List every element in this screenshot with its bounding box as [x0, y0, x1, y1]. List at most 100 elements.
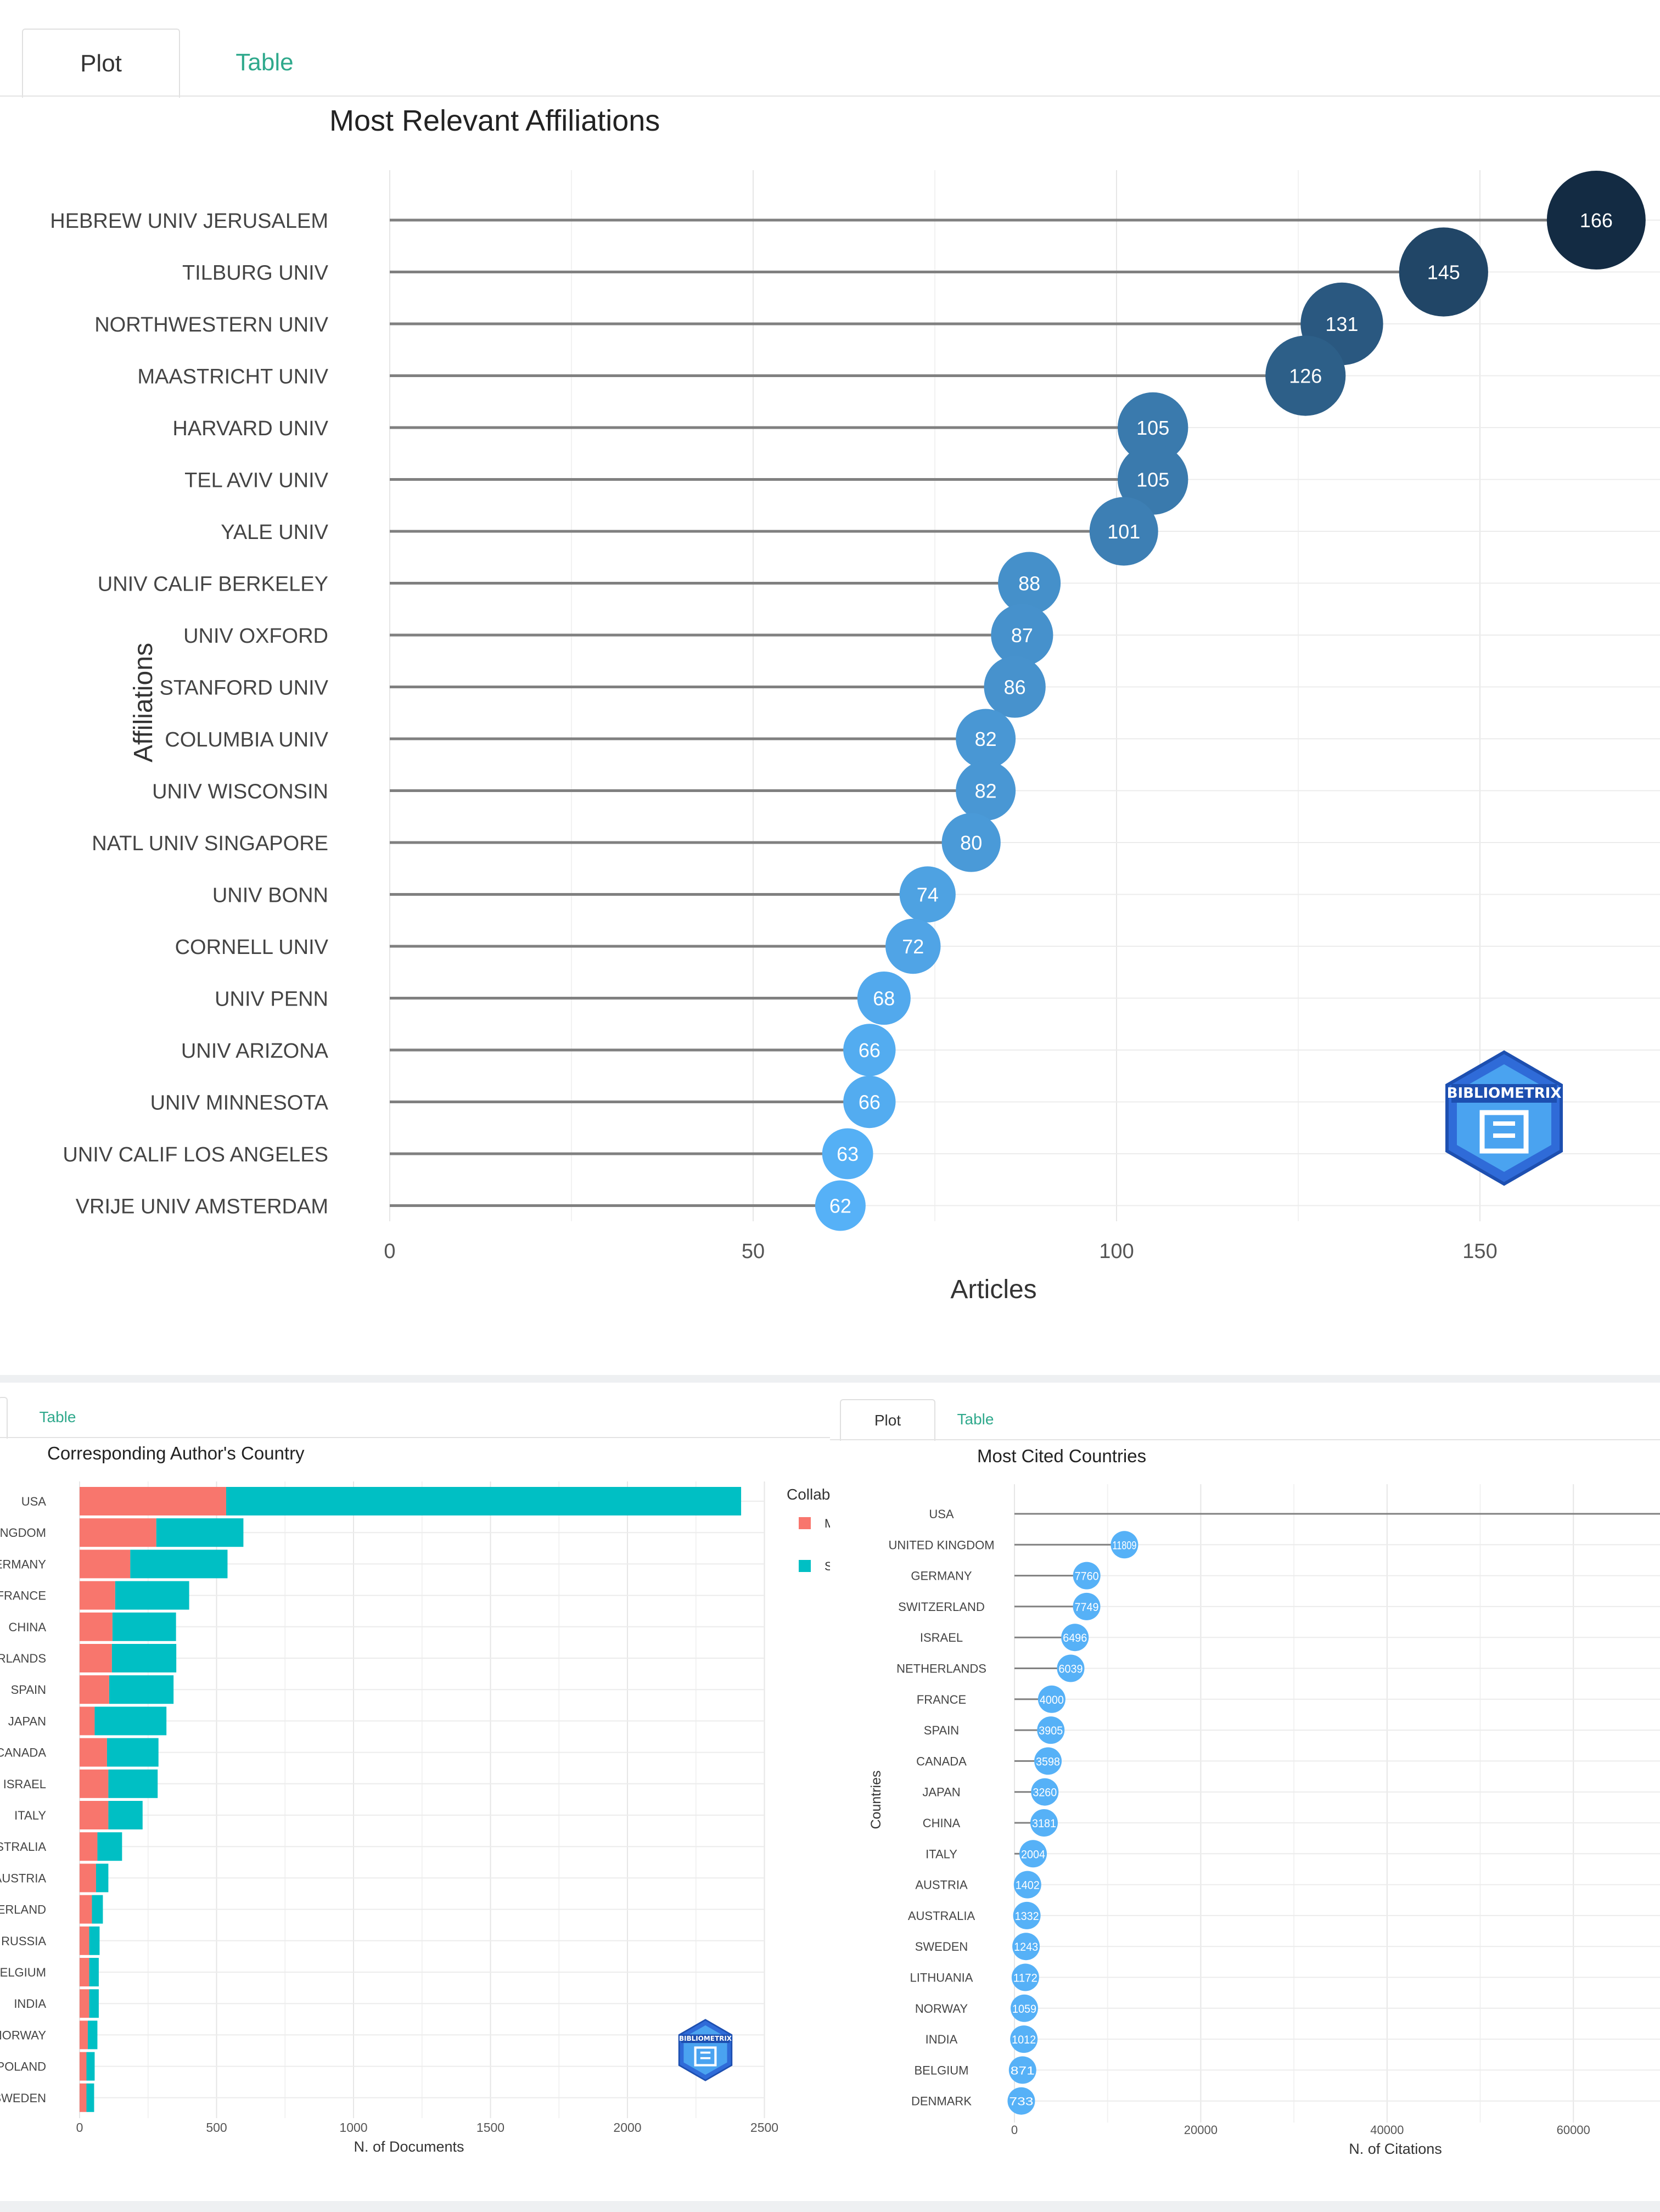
bar-segment-s [96, 1863, 109, 1893]
x-tick-label: 2500 [750, 2120, 778, 2135]
bar-segment-s [115, 1581, 189, 1610]
data-label: 3598 [1036, 1755, 1060, 1768]
data-label: 80 [960, 832, 982, 854]
y-tick-label: UNIV PENN [215, 988, 328, 1011]
x-tick-label: 1000 [339, 2120, 367, 2135]
y-tick-label: ISRAEL [920, 1631, 963, 1644]
tab-table[interactable]: Table [957, 1411, 994, 1428]
x-axis-label: Articles [950, 1275, 1036, 1304]
y-tick-label: ITALY [926, 1847, 957, 1861]
tab-plot[interactable]: Plot [22, 29, 180, 98]
lollipop-point [1061, 1624, 1089, 1652]
bar-segment-m [80, 1801, 109, 1829]
x-tick-label: 50 [742, 1240, 765, 1263]
legend: Collab M S [787, 1486, 830, 1573]
data-label: 871 [1011, 2064, 1035, 2077]
y-tick-label: FRANCE [917, 1693, 966, 1706]
country-production-chart: Corresponding Author's Country 0 500 1000 15… [0, 1443, 830, 2155]
y-tick-label: HEBREW UNIV JERUSALEM [50, 210, 328, 233]
lollipop-point [857, 971, 911, 1025]
legend-label: M [825, 1517, 830, 1530]
chart-title: Most Relevant Affiliations [329, 104, 660, 137]
lollipop-point [1010, 2025, 1038, 2053]
data-label: 1402 [1016, 1879, 1040, 1892]
bar-segment-s [109, 1675, 174, 1704]
bar-segment-m [80, 1549, 131, 1579]
y-tick-label: LITHUANIA [910, 1971, 973, 1985]
data-label: 131 [1325, 313, 1358, 335]
bar-segment-s [130, 1549, 228, 1579]
y-tick-label: SPAIN [924, 1723, 959, 1737]
bottom-strip [0, 2201, 1660, 2212]
lollipop-point [1111, 1531, 1139, 1559]
y-tick-label: GERMANY [0, 1557, 46, 1571]
data-label: 2004 [1021, 1848, 1045, 1861]
y-tick-label: INDIA [926, 2033, 958, 2046]
x-tick-label: 0 [384, 1240, 395, 1263]
bar-segment-s [87, 2020, 98, 2050]
bibliometrix-logo-glyph-lines [700, 2051, 711, 2059]
y-tick-label: UNIV CALIF LOS ANGELES [63, 1143, 328, 1166]
data-label: 68 [873, 987, 895, 1010]
y-tick-label: SWITZERLAND [898, 1600, 985, 1614]
y-tick-label: FRANCE [0, 1589, 46, 1603]
lollipop-point [1037, 1716, 1065, 1744]
lollipop-point [843, 1075, 896, 1129]
tab-plot[interactable]: Plot [840, 1399, 935, 1441]
lollipop-point [1118, 392, 1188, 463]
bar-segment-s [112, 1612, 176, 1641]
x-tick-label: 20000 [1184, 2123, 1218, 2137]
data-label: 145 [1427, 261, 1460, 284]
bar-segment-s [156, 1518, 244, 1547]
tab-table[interactable]: Table [235, 49, 294, 76]
data-label: 1243 [1014, 1941, 1038, 1953]
lollipop-point [1013, 1901, 1041, 1929]
data-label: 3260 [1033, 1787, 1057, 1799]
y-tick-label: NETHERLANDS [896, 1662, 986, 1676]
y-tick-label: TEL AVIV UNIV [184, 469, 329, 492]
chart-title: Corresponding Author's Country [47, 1443, 305, 1463]
y-axis-label: Countries [868, 1771, 884, 1829]
x-tick-label: 1500 [476, 2120, 504, 2135]
bar-segment-m [80, 1675, 109, 1704]
y-tick-label: CHINA [9, 1620, 47, 1634]
x-tick-label: 40000 [1370, 2123, 1404, 2137]
y-tick-label: UNIV OXFORD [183, 625, 328, 648]
x-tick-label: 500 [206, 2120, 227, 2135]
y-tick-label: CANADA [916, 1754, 967, 1768]
data-label: 7749 [1075, 1601, 1099, 1614]
bar-segment-m [80, 2083, 87, 2112]
bar-segment-m [80, 1832, 98, 1861]
y-tick-label: NORWAY [0, 2028, 46, 2042]
bar-segment-m [80, 1926, 89, 1955]
bar-segment-m [80, 1644, 112, 1672]
tab-plot-partial[interactable] [0, 1397, 8, 1439]
lollipop-point [899, 866, 956, 923]
data-label: 3905 [1039, 1725, 1063, 1737]
data-label: 88 [1018, 572, 1040, 595]
cited-countries-chart: Most Cited Countries 0 20000 40000 60000 N. o… [868, 1446, 1660, 2157]
legend-swatch [799, 1560, 811, 1572]
x-tick-label: 0 [1011, 2123, 1018, 2137]
y-tick-label: COLUMBIA UNIV [165, 728, 328, 751]
data-label: 86 [1004, 676, 1026, 699]
data-label: 126 [1289, 365, 1322, 388]
bar-segment-m [80, 1581, 115, 1610]
affiliations-panel: Plot Table Most Relevant Affiliations 0 50… [0, 29, 1660, 1304]
y-tick-label: HARVARD UNIV [172, 417, 328, 440]
tab-table[interactable]: Table [39, 1408, 76, 1425]
data-label: 66 [859, 1039, 881, 1062]
lollipop-point [1057, 1654, 1085, 1682]
cited-countries-panel: Plot Table Most Cited Countries 0 20000 400… [830, 1383, 1660, 2200]
x-axis-label: N. of Documents [354, 2138, 464, 2155]
data-label: 72 [902, 935, 924, 958]
y-tick-label: RUSSIA [1, 1934, 46, 1948]
lollipop-point [843, 1024, 896, 1076]
lollipop-point [1089, 497, 1158, 566]
legend-title: Collab [787, 1486, 830, 1503]
y-tick-label: STANFORD UNIV [159, 677, 328, 700]
y-tick-label: CHINA [923, 1816, 961, 1830]
lollipop-point [1399, 227, 1488, 317]
legend-swatch [799, 1517, 811, 1529]
bar-segment-m [80, 1989, 89, 2018]
